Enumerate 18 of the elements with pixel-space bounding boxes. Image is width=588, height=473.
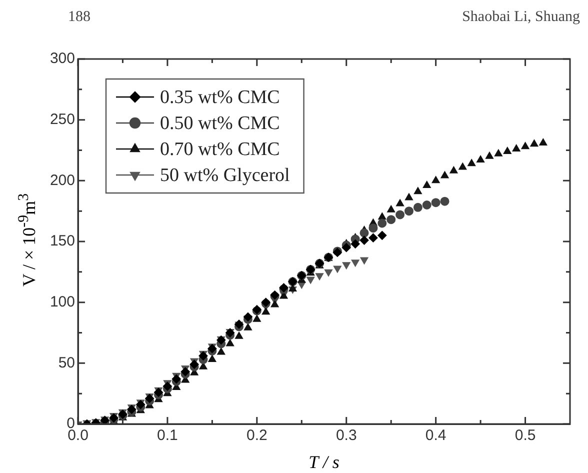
legend-label: 0.50 wt% CMC [160, 112, 280, 134]
x-tick-label: 0.2 [246, 427, 268, 444]
legend-label: 50 wt% Glycerol [160, 164, 290, 186]
y-tick-label: 100 [50, 293, 75, 310]
x-tick-label: 0.1 [157, 427, 178, 444]
y-tick-label: 150 [50, 232, 75, 250]
legend-label: 0.35 wt% CMC [160, 86, 280, 108]
y-tick-label: 50 [58, 354, 75, 372]
x-axis-title: T / s [308, 452, 340, 473]
y-tick-label: 300 [50, 50, 75, 68]
x-tick-label: 0.3 [336, 427, 357, 444]
x-tick-label: 0.5 [514, 427, 536, 444]
x-tick-label: 0.4 [425, 427, 446, 444]
legend-label: 0.70 wt% CMC [160, 138, 280, 160]
y-tick-label: 250 [50, 110, 75, 128]
y-tick-label: 200 [50, 172, 75, 189]
text: Shaobai Li, Shuang [462, 8, 580, 27]
text: 188 [68, 8, 90, 27]
